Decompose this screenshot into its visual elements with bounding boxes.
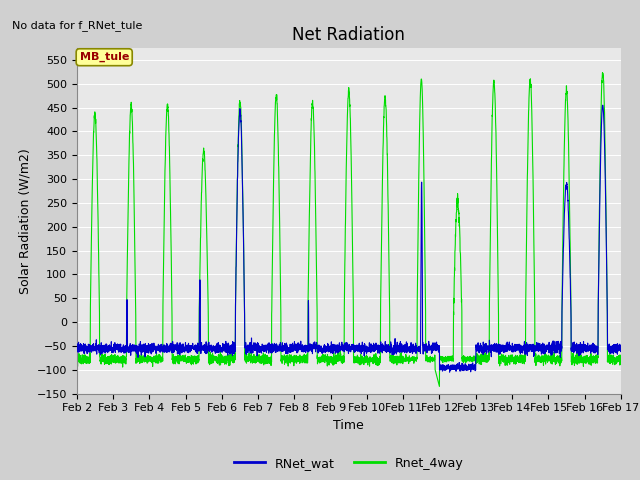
- Y-axis label: Solar Radiation (W/m2): Solar Radiation (W/m2): [18, 148, 31, 294]
- X-axis label: Time: Time: [333, 419, 364, 432]
- RNet_wat: [617, 344, 625, 349]
- Rnet_4way: [171, 360, 179, 365]
- Rnet_4way: [441, 357, 449, 362]
- Text: No data for f_RNet_tule: No data for f_RNet_tule: [12, 20, 142, 31]
- RNet_wat: [171, 347, 179, 353]
- Title: Net Radiation: Net Radiation: [292, 25, 405, 44]
- Rnet_4way: [617, 361, 625, 367]
- Rnet_4way: [598, 70, 606, 75]
- RNet_wat: [599, 102, 607, 108]
- Line: RNet_wat: RNet_wat: [77, 105, 621, 372]
- RNet_wat: [502, 343, 509, 349]
- RNet_wat: [328, 350, 336, 356]
- Text: MB_tule: MB_tule: [79, 52, 129, 62]
- RNet_wat: [73, 346, 81, 352]
- RNet_wat: [616, 343, 624, 348]
- Rnet_4way: [471, 356, 479, 362]
- Line: Rnet_4way: Rnet_4way: [77, 72, 621, 386]
- RNet_wat: [446, 369, 454, 375]
- RNet_wat: [471, 363, 479, 369]
- Rnet_4way: [616, 352, 624, 358]
- Rnet_4way: [328, 356, 336, 362]
- Legend: RNet_wat, Rnet_4way: RNet_wat, Rnet_4way: [229, 452, 468, 475]
- Rnet_4way: [502, 352, 509, 358]
- Rnet_4way: [73, 360, 81, 366]
- Rnet_4way: [436, 384, 444, 389]
- RNet_wat: [440, 363, 448, 369]
